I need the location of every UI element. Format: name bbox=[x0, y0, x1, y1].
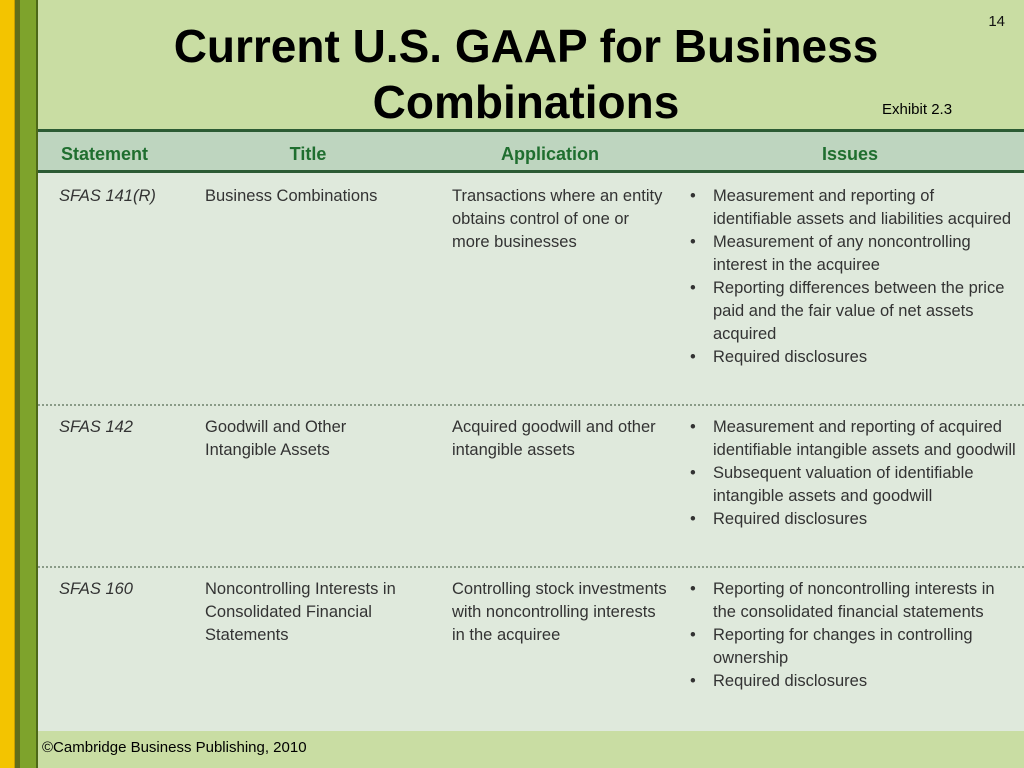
issue-text: Subsequent valuation of identifiable int… bbox=[713, 464, 974, 505]
left-edge-green-bar bbox=[20, 0, 38, 768]
bullet-icon: • bbox=[690, 626, 696, 644]
issue-text: Reporting for changes in controlling own… bbox=[713, 626, 973, 667]
issue-item: • Reporting for changes in controlling ow… bbox=[687, 624, 1017, 670]
issue-text: Required disclosures bbox=[713, 672, 868, 690]
issue-item: • Required disclosures bbox=[687, 508, 1017, 531]
column-header-statement: Statement bbox=[61, 144, 149, 164]
application-cell: Controlling stock investments with nonco… bbox=[452, 580, 667, 644]
title-cell: Noncontrolling Interests in Consolidated… bbox=[205, 580, 396, 644]
left-edge-dark-bar bbox=[15, 0, 20, 768]
bullet-icon: • bbox=[690, 464, 696, 482]
issue-item: • Required disclosures bbox=[687, 346, 1017, 369]
issue-text: Reporting differences between the price … bbox=[713, 279, 1005, 343]
bullet-icon: • bbox=[690, 233, 696, 251]
row-divider bbox=[38, 566, 1024, 568]
statement-cell: SFAS 142 bbox=[59, 418, 133, 436]
issue-item: • Measurement and reporting of acquired i… bbox=[687, 416, 1017, 462]
issue-item: • Reporting of noncontrolling interests i… bbox=[687, 578, 1017, 624]
statement-cell: SFAS 141(R) bbox=[59, 187, 156, 205]
bullet-icon: • bbox=[690, 187, 696, 205]
table-header: Statement Title Application Issues bbox=[38, 129, 1024, 173]
bullet-icon: • bbox=[690, 510, 696, 528]
issue-text: Measurement and reporting of identifiabl… bbox=[713, 187, 1012, 228]
slide-number: 14 bbox=[988, 13, 1005, 30]
title-cell: Goodwill and Other Intangible Assets bbox=[205, 418, 347, 459]
left-edge-yellow-bar bbox=[0, 0, 15, 768]
issues-cell: • Reporting of noncontrolling interests i… bbox=[687, 578, 1017, 693]
issue-item: • Measurement of any noncontrolling inter… bbox=[687, 231, 1017, 277]
issue-text: Measurement and reporting of acquired id… bbox=[713, 418, 1016, 459]
issues-list: • Reporting of noncontrolling interests i… bbox=[687, 578, 1017, 693]
application-cell: Transactions where an entity obtains con… bbox=[452, 187, 663, 251]
issue-item: • Measurement and reporting of identifiab… bbox=[687, 185, 1017, 231]
title-cell: Business Combinations bbox=[205, 187, 378, 205]
column-header-application: Application bbox=[501, 144, 599, 164]
slide-title: Current U.S. GAAP for Business Combinati… bbox=[173, 20, 879, 128]
issues-cell: • Measurement and reporting of identifiab… bbox=[687, 185, 1017, 369]
bullet-icon: • bbox=[690, 418, 696, 436]
bullet-icon: • bbox=[690, 348, 696, 366]
issues-list: • Measurement and reporting of identifiab… bbox=[687, 185, 1017, 369]
column-header-title: Title bbox=[289, 144, 327, 164]
issue-item: • Reporting differences between the price… bbox=[687, 277, 1017, 346]
application-cell: Acquired goodwill and other intangible a… bbox=[452, 418, 656, 459]
bullet-icon: • bbox=[690, 279, 696, 297]
bullet-icon: • bbox=[690, 580, 696, 598]
issue-text: Reporting of noncontrolling interests in… bbox=[713, 580, 995, 621]
column-header-issues: Issues bbox=[821, 144, 879, 164]
copyright-footer: ©Cambridge Business Publishing, 2010 bbox=[42, 739, 307, 756]
exhibit-table: Statement Title Application Issues SFAS … bbox=[38, 129, 1024, 731]
issue-text: Required disclosures bbox=[713, 510, 868, 528]
row-divider bbox=[38, 404, 1024, 406]
issue-text: Required disclosures bbox=[713, 348, 868, 366]
issues-list: • Measurement and reporting of acquired i… bbox=[687, 416, 1017, 531]
exhibit-label: Exhibit 2.3 bbox=[882, 101, 953, 118]
issue-item: • Required disclosures bbox=[687, 670, 1017, 693]
issues-cell: • Measurement and reporting of acquired i… bbox=[687, 416, 1017, 531]
issue-item: • Subsequent valuation of identifiable in… bbox=[687, 462, 1017, 508]
bullet-icon: • bbox=[690, 672, 696, 690]
statement-cell: SFAS 160 bbox=[59, 580, 133, 598]
issue-text: Measurement of any noncontrolling intere… bbox=[713, 233, 971, 274]
